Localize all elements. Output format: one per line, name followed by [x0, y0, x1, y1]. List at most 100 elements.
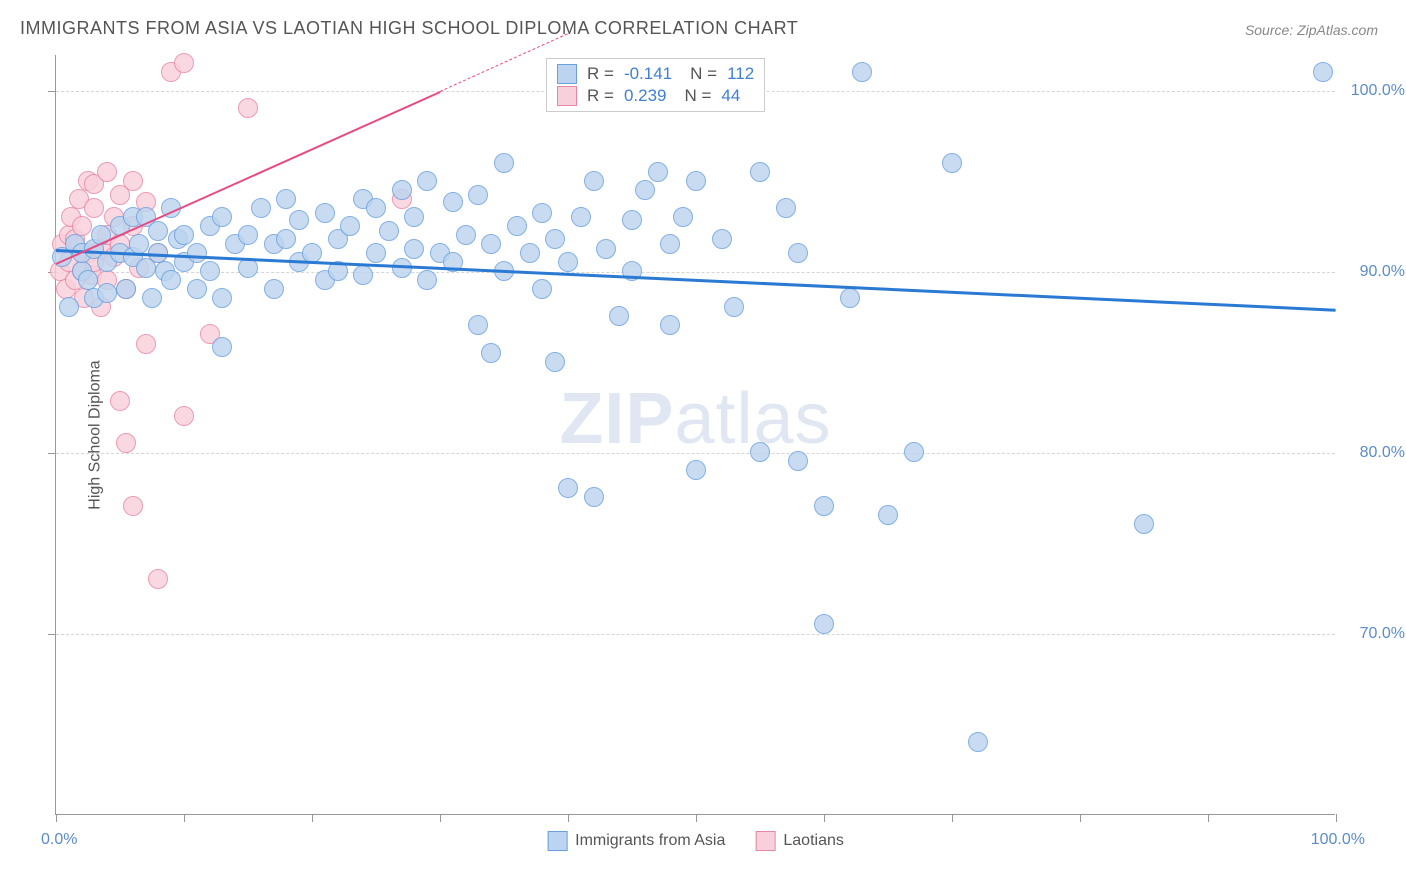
- scatter-point-a: [584, 487, 604, 507]
- n-label: N =: [690, 64, 717, 84]
- r-value: 0.239: [624, 86, 667, 106]
- scatter-point-a: [174, 225, 194, 245]
- scatter-point-a: [507, 216, 527, 236]
- scatter-point-b: [84, 198, 104, 218]
- scatter-point-a: [404, 239, 424, 259]
- watermark: ZIPatlas: [559, 378, 831, 460]
- legend-item: Laotians: [755, 831, 844, 851]
- scatter-point-a: [904, 442, 924, 462]
- scatter-point-a: [724, 297, 744, 317]
- stats-row: R =-0.141N =112: [557, 63, 754, 85]
- chart-title: IMMIGRANTS FROM ASIA VS LAOTIAN HIGH SCH…: [20, 18, 798, 39]
- x-tick: [696, 814, 697, 822]
- scatter-point-a: [238, 225, 258, 245]
- scatter-point-a: [212, 337, 232, 357]
- legend-swatch: [557, 86, 577, 106]
- stats-row: R = 0.239 N = 44: [557, 85, 754, 107]
- scatter-point-b: [97, 162, 117, 182]
- x-tick: [568, 814, 569, 822]
- y-tick: [48, 453, 56, 454]
- scatter-point-a: [776, 198, 796, 218]
- scatter-point-b: [174, 406, 194, 426]
- scatter-point-a: [660, 234, 680, 254]
- scatter-point-a: [264, 279, 284, 299]
- scatter-point-a: [366, 198, 386, 218]
- scatter-point-a: [315, 203, 335, 223]
- scatter-point-a: [814, 614, 834, 634]
- x-tick: [56, 814, 57, 822]
- y-tick-label: 100.0%: [1345, 82, 1405, 100]
- scatter-point-a: [750, 442, 770, 462]
- scatter-point-a: [558, 478, 578, 498]
- y-tick: [48, 91, 56, 92]
- scatter-point-a: [673, 207, 693, 227]
- plot-area: High School Diploma ZIPatlas 70.0%80.0%9…: [55, 55, 1335, 815]
- scatter-point-a: [212, 288, 232, 308]
- scatter-point-a: [340, 216, 360, 236]
- scatter-point-a: [1313, 62, 1333, 82]
- legend-label: Laotians: [783, 832, 844, 850]
- scatter-point-a: [532, 279, 552, 299]
- r-label: R =: [587, 64, 614, 84]
- x-tick: [1080, 814, 1081, 822]
- scatter-point-a: [686, 171, 706, 191]
- scatter-point-a: [788, 451, 808, 471]
- scatter-point-a: [648, 162, 668, 182]
- scatter-point-a: [788, 243, 808, 263]
- scatter-point-a: [1134, 514, 1154, 534]
- scatter-point-a: [468, 185, 488, 205]
- trendline: [56, 249, 1336, 311]
- scatter-point-a: [129, 234, 149, 254]
- x-tick: [1208, 814, 1209, 822]
- x-tick: [440, 814, 441, 822]
- scatter-point-a: [212, 207, 232, 227]
- scatter-point-b: [174, 53, 194, 73]
- scatter-point-b: [72, 216, 92, 236]
- scatter-point-a: [596, 239, 616, 259]
- scatter-point-a: [968, 732, 988, 752]
- scatter-point-a: [468, 315, 488, 335]
- scatter-point-a: [59, 297, 79, 317]
- scatter-point-a: [187, 243, 207, 263]
- scatter-point-a: [417, 270, 437, 290]
- scatter-point-a: [392, 180, 412, 200]
- legend-item: Immigrants from Asia: [547, 831, 725, 851]
- y-tick: [48, 634, 56, 635]
- scatter-point-a: [187, 279, 207, 299]
- correlation-stats-box: R =-0.141N =112R =0.239N =44: [546, 58, 765, 112]
- scatter-point-a: [78, 270, 98, 290]
- scatter-point-b: [238, 98, 258, 118]
- r-label: R =: [587, 86, 614, 106]
- x-tick: [824, 814, 825, 822]
- scatter-point-a: [276, 189, 296, 209]
- scatter-point-a: [878, 505, 898, 525]
- scatter-point-b: [136, 334, 156, 354]
- scatter-point-a: [942, 153, 962, 173]
- gridline: [56, 453, 1335, 454]
- scatter-point-a: [712, 229, 732, 249]
- scatter-point-a: [558, 252, 578, 272]
- scatter-point-a: [494, 153, 514, 173]
- scatter-point-a: [456, 225, 476, 245]
- scatter-point-a: [635, 180, 655, 200]
- scatter-point-a: [97, 283, 117, 303]
- y-tick-label: 80.0%: [1345, 444, 1405, 462]
- scatter-point-a: [481, 234, 501, 254]
- scatter-point-a: [852, 62, 872, 82]
- x-tick: [952, 814, 953, 822]
- scatter-point-a: [417, 171, 437, 191]
- scatter-point-a: [289, 210, 309, 230]
- source-attribution: Source: ZipAtlas.com: [1245, 22, 1378, 38]
- legend-swatch: [557, 64, 577, 84]
- x-axis-max-label: 100.0%: [1311, 831, 1365, 849]
- scatter-point-a: [142, 288, 162, 308]
- scatter-point-a: [379, 221, 399, 241]
- scatter-point-a: [161, 270, 181, 290]
- legend-swatch: [755, 831, 775, 851]
- scatter-point-a: [532, 203, 552, 223]
- y-tick-label: 70.0%: [1345, 625, 1405, 643]
- n-label: N =: [684, 86, 711, 106]
- x-axis-min-label: 0.0%: [41, 831, 77, 849]
- scatter-point-a: [840, 288, 860, 308]
- n-value: 44: [721, 86, 740, 106]
